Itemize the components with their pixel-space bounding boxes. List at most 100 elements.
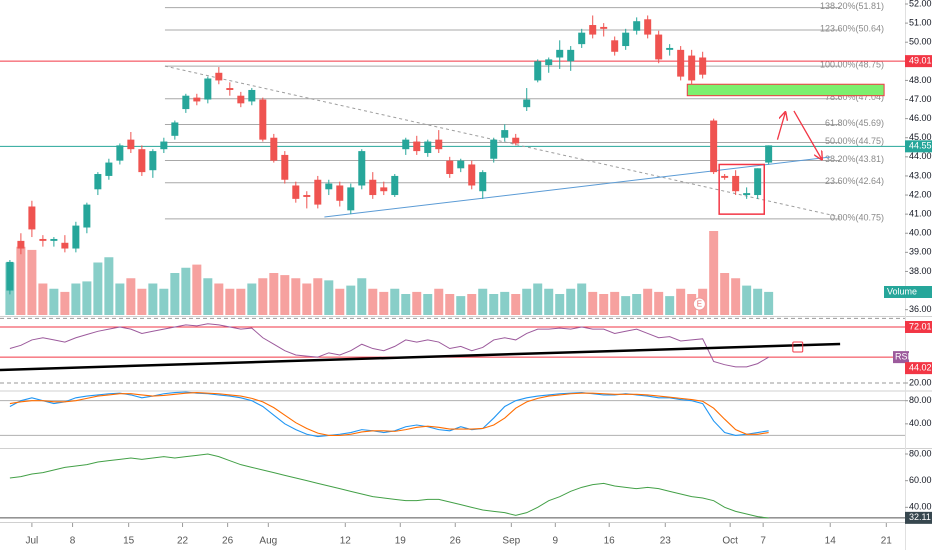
candle-body [523, 99, 531, 108]
volume-tag: Volume [887, 286, 917, 296]
candle-body [721, 175, 729, 178]
volume-bar [544, 288, 554, 315]
rsi-name-bg [893, 351, 909, 364]
volume-bar [313, 278, 323, 315]
candle-body [149, 151, 157, 171]
candle-body [567, 49, 575, 62]
volume-bar [60, 291, 70, 315]
volume-bar [104, 257, 114, 315]
volume-bar [38, 283, 48, 315]
x-tick-label: 8 [70, 536, 76, 547]
candle-body [105, 162, 113, 176]
y-tick-label: 40.00 [909, 418, 932, 428]
y-tick-label: 42.00 [909, 189, 932, 199]
target-zone [686, 83, 885, 97]
volume-bar [181, 267, 191, 315]
price-tag-bg [905, 55, 932, 68]
x-tick-label: Aug [259, 536, 277, 547]
volume-bar [302, 283, 312, 315]
candle-body [248, 89, 256, 102]
candle-body [468, 164, 476, 186]
candle-body [83, 204, 91, 228]
x-tick-label: 19 [395, 536, 407, 547]
candle-body [6, 261, 14, 291]
volume-bar [533, 283, 543, 315]
candle-body [138, 149, 146, 173]
volume-bar [709, 231, 719, 315]
candle-body [688, 55, 696, 81]
arrow [776, 113, 785, 140]
candle-body [589, 25, 597, 35]
y-tick-label: 39.00 [909, 247, 932, 257]
price-tag-bg [905, 140, 932, 153]
candle-body [644, 19, 652, 35]
candle-body [556, 49, 564, 58]
volume-bar [599, 294, 609, 315]
y-tick-label: 36.00 [909, 304, 932, 314]
candle-body [314, 179, 322, 205]
volume-bar [49, 288, 59, 315]
volume-bar [423, 294, 433, 315]
volume-bar [280, 275, 290, 315]
candle-body [534, 61, 542, 81]
x-tick-label: 7 [760, 536, 766, 547]
volume-bar [170, 273, 180, 315]
fib-label: 50.00%(44.75) [825, 136, 884, 146]
candle-body [754, 168, 762, 196]
candle-body [72, 225, 80, 249]
volume-bar [148, 283, 158, 315]
volume-bar [115, 283, 125, 315]
rsi-line [9, 323, 769, 368]
volume-bar [291, 278, 301, 315]
candle-body [743, 193, 751, 196]
fib-label: 23.60%(42.64) [825, 176, 884, 186]
candle-body [402, 139, 410, 150]
volume-bar [192, 264, 202, 315]
fib-label: 61.80%(45.69) [825, 118, 884, 128]
y-tick-label: 48.00 [909, 75, 932, 85]
candle-body [699, 57, 707, 75]
volume-bar [258, 278, 268, 315]
candle-body [259, 99, 267, 140]
candle-body [380, 187, 388, 192]
y-tick-label: 38.00 [909, 266, 932, 276]
candle-body [50, 238, 58, 241]
fib-label: 123.60%(50.64) [820, 23, 884, 33]
volume-bar [82, 281, 92, 315]
stoch-line [9, 392, 769, 436]
volume-bar [247, 283, 257, 315]
volume-bar [731, 278, 741, 315]
x-tick-label: Jul [25, 536, 38, 547]
candle-body [94, 174, 102, 190]
volume-bar [610, 291, 620, 315]
volume-bar [324, 280, 334, 315]
volume-bar [214, 283, 224, 315]
candle-body [655, 34, 663, 60]
volume-bar [467, 294, 477, 315]
candle-body [193, 97, 201, 102]
volume-bar [357, 278, 367, 315]
volume-tag-bg [884, 286, 932, 298]
volume-bar [753, 288, 763, 315]
volume-bar [159, 288, 169, 315]
volume-bar [269, 273, 279, 315]
volume-bar [401, 294, 411, 315]
candle-body [633, 21, 641, 31]
y-tick-label: 60.00 [909, 475, 932, 485]
candle-body [292, 185, 300, 199]
candle-body [600, 26, 608, 29]
candle-body [116, 145, 124, 161]
candle-body [215, 72, 223, 81]
y-tick-label: 51.00 [909, 17, 932, 27]
y-tick-label: 45.00 [909, 132, 932, 142]
rsi-trendline [0, 342, 841, 372]
candle-body [501, 130, 509, 138]
volume-bar [764, 291, 774, 315]
candle-body [710, 120, 718, 173]
volume-bar [478, 288, 488, 315]
candle-body [578, 32, 586, 45]
candle-body [611, 40, 619, 52]
volume-bar [654, 291, 664, 315]
candle-body [325, 183, 333, 190]
